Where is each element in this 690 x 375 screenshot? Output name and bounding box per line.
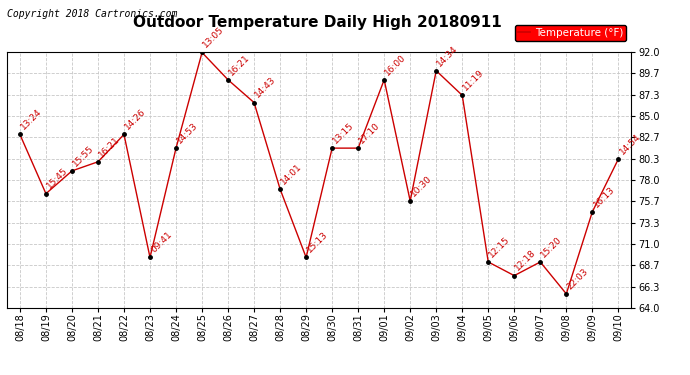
Text: 13:05: 13:05 [201,25,226,50]
Text: 16:00: 16:00 [384,53,408,77]
Text: 15:45: 15:45 [45,166,70,191]
Text: 10:30: 10:30 [409,174,434,198]
Text: 14:43: 14:43 [253,75,278,100]
Text: Copyright 2018 Cartronics.com: Copyright 2018 Cartronics.com [7,9,177,20]
Text: 16:13: 16:13 [591,184,616,209]
Text: 17:10: 17:10 [357,121,382,146]
Text: 14:34: 14:34 [435,44,460,68]
Text: Outdoor Temperature Daily High 20180911: Outdoor Temperature Daily High 20180911 [133,15,502,30]
Text: 13:24: 13:24 [19,107,43,132]
Text: 13:15: 13:15 [331,121,356,146]
Text: 14:54: 14:54 [618,132,642,156]
Text: 12:15: 12:15 [487,235,512,259]
Text: 15:13: 15:13 [305,230,330,255]
Text: 22:03: 22:03 [566,267,590,291]
Text: 15:55: 15:55 [71,144,96,168]
Text: 15:20: 15:20 [540,235,564,259]
Text: 12:18: 12:18 [513,248,538,273]
Text: 16:21: 16:21 [227,53,252,77]
Text: 14:26: 14:26 [124,107,148,132]
Text: 14:01: 14:01 [279,162,304,186]
Text: 09:41: 09:41 [149,230,174,255]
Legend: Temperature (°F): Temperature (°F) [515,24,626,41]
Text: 14:53: 14:53 [175,121,200,146]
Text: 11:19: 11:19 [462,68,486,93]
Text: 16:21: 16:21 [97,134,121,159]
